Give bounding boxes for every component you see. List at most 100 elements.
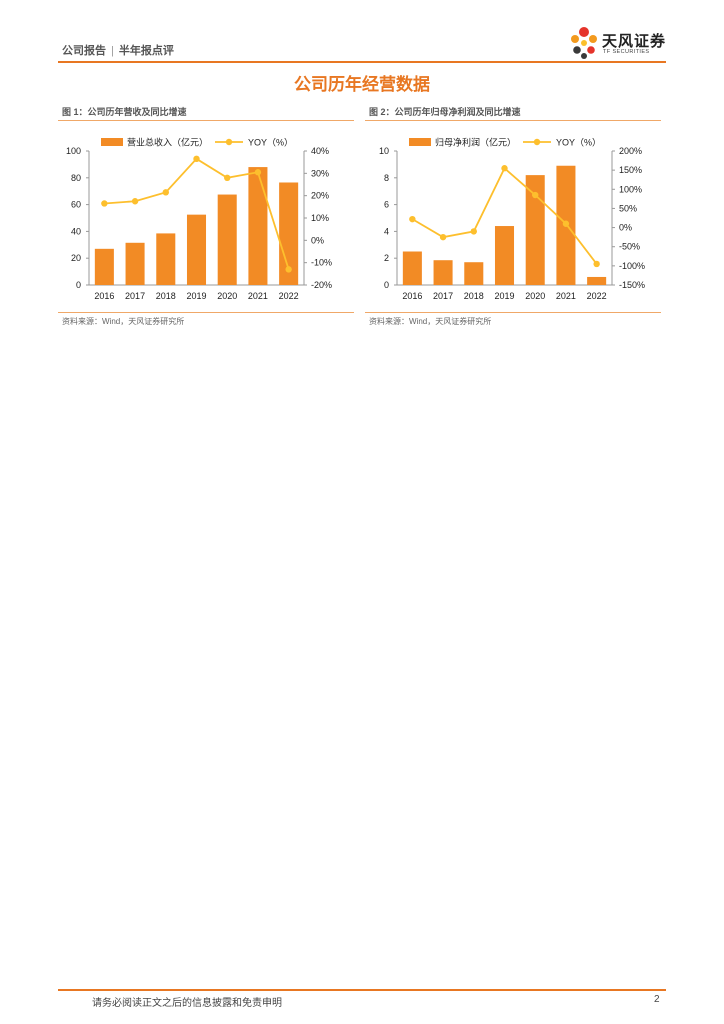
figure-2-source: 资料来源：Wind，天风证券研究所 (369, 317, 492, 326)
right-tick-label: 20% (311, 191, 329, 201)
figure-1-caption: 图 1：公司历年营收及同比增速 (62, 107, 187, 117)
left-tick-label: 40 (71, 226, 81, 236)
right-tick-label: -100% (619, 261, 645, 271)
yoy-point (162, 189, 169, 196)
x-tick-label: 2020 (217, 291, 237, 301)
page-number: 2 (654, 994, 660, 1005)
logo-name: 天风证券 (602, 33, 667, 50)
left-tick-label: 80 (71, 173, 81, 183)
legend-bar-label: 归母净利润（亿元） (435, 137, 516, 148)
yoy-point (285, 266, 292, 273)
figure-2-caption: 图 2：公司历年归母净利润及同比增速 (369, 107, 521, 117)
legend-bar-swatch (101, 138, 123, 146)
legend: 营业总收入（亿元） YOY（%） (101, 137, 293, 148)
yoy-point (409, 215, 416, 223)
right-tick-label: -20% (311, 280, 332, 290)
right-tick-label: 150% (619, 165, 642, 175)
right-tick-label: -150% (619, 280, 645, 290)
legend-line-label: YOY（%） (248, 138, 293, 148)
left-tick-label: 60 (71, 200, 81, 210)
report-type: 公司报告 | 半年报点评 (62, 42, 174, 58)
figure-1-source: 资料来源：Wind，天风证券研究所 (62, 317, 185, 326)
bar (525, 175, 545, 285)
yoy-point (224, 174, 231, 181)
yoy-point (131, 198, 139, 205)
legend-bar-swatch (409, 138, 431, 146)
right-tick-label: 30% (311, 168, 329, 178)
left-tick-label: 4 (384, 226, 389, 236)
sub-type-label: 半年报点评 (118, 45, 174, 57)
legend-bar-label: 营业总收入（亿元） (127, 137, 208, 148)
chart-1-svg: 0 20 40 60 80 100 -20% -10% 0% 10% 20% 30% 40% 2016 20… (66, 137, 332, 302)
yoy-point (101, 200, 108, 207)
header-rule (58, 61, 666, 63)
company-logo: 天风证券 TF SECURITIES (568, 24, 678, 64)
x-tick-label: 2017 (433, 291, 453, 301)
yoy-point (254, 169, 262, 176)
x-tick-label: 2018 (464, 291, 484, 301)
right-tick-label: 0% (619, 223, 632, 233)
bar (217, 194, 237, 285)
yoy-point (193, 155, 200, 163)
bar (494, 226, 515, 285)
bar (433, 260, 453, 285)
x-tick-label: 2021 (556, 291, 576, 301)
right-tick-label: 10% (311, 213, 329, 223)
bar (248, 167, 268, 285)
right-tick-label: 100% (619, 184, 642, 194)
left-tick-label: 10 (379, 146, 389, 156)
bar (279, 182, 299, 285)
legend: 归母净利润（亿元） YOY（%） (409, 137, 601, 148)
footer-rule (58, 989, 666, 991)
doc-type-label: 公司报告 (62, 45, 106, 57)
bar (156, 233, 176, 285)
legend-line-label: YOY（%） (556, 138, 601, 148)
bar (587, 276, 607, 285)
x-tick-label: 2018 (156, 291, 176, 301)
x-tick-label: 2019 (494, 291, 514, 301)
yoy-point (439, 233, 447, 241)
legend-line-marker (533, 138, 541, 146)
x-tick-label: 2022 (587, 291, 607, 301)
x-tick-label: 2021 (248, 291, 268, 301)
x-tick-label: 2020 (525, 291, 545, 301)
legend-line-marker (225, 138, 233, 146)
yoy-point (501, 165, 508, 172)
left-tick-label: 0 (76, 280, 81, 290)
left-tick-label: 2 (384, 253, 389, 263)
left-tick-label: 20 (71, 253, 81, 263)
bar (186, 214, 207, 285)
bar (125, 242, 145, 285)
net-profit-chart: 0 2 4 6 8 10 -150% -100% -50% 0% 50% 100% 150% 200% 20… (360, 130, 660, 310)
bar (464, 262, 484, 285)
left-tick-label: 0 (384, 280, 389, 290)
section-title: 公司历年经营数据 (294, 75, 430, 94)
yoy-point (532, 191, 539, 199)
bar (94, 248, 114, 285)
x-tick-label: 2016 (402, 291, 422, 301)
header-separator: | (111, 45, 114, 57)
flower-logo-icon (571, 27, 597, 59)
figure-1-caption-rule (58, 120, 354, 121)
right-tick-label: -10% (311, 258, 332, 268)
bar (402, 251, 422, 285)
yoy-point (593, 260, 600, 268)
x-tick-label: 2017 (125, 291, 145, 301)
figure-2-source-rule (365, 312, 661, 313)
right-tick-label: 50% (619, 203, 637, 213)
right-tick-label: 200% (619, 146, 642, 156)
x-tick-label: 2022 (279, 291, 299, 301)
right-tick-label: -50% (619, 242, 640, 252)
x-tick-label: 2019 (186, 291, 206, 301)
chart-2-svg: 0 2 4 6 8 10 -150% -100% -50% 0% 50% 100% 150% 200% 20… (379, 137, 645, 302)
right-tick-label: 40% (311, 146, 329, 156)
left-tick-label: 100 (66, 146, 81, 156)
left-tick-label: 6 (384, 200, 389, 210)
footer-disclaimer: 请务必阅读正文之后的信息披露和免责申明 (92, 998, 282, 1009)
logo-subtitle: TF SECURITIES (603, 49, 650, 55)
yoy-point (562, 220, 570, 227)
figure-2-caption-rule (365, 120, 661, 121)
left-tick-label: 8 (384, 173, 389, 183)
figure-1-source-rule (58, 312, 354, 313)
revenue-chart: 0 20 40 60 80 100 -20% -10% 0% 10% 20% 30% 40% 2016 20… (52, 130, 352, 310)
